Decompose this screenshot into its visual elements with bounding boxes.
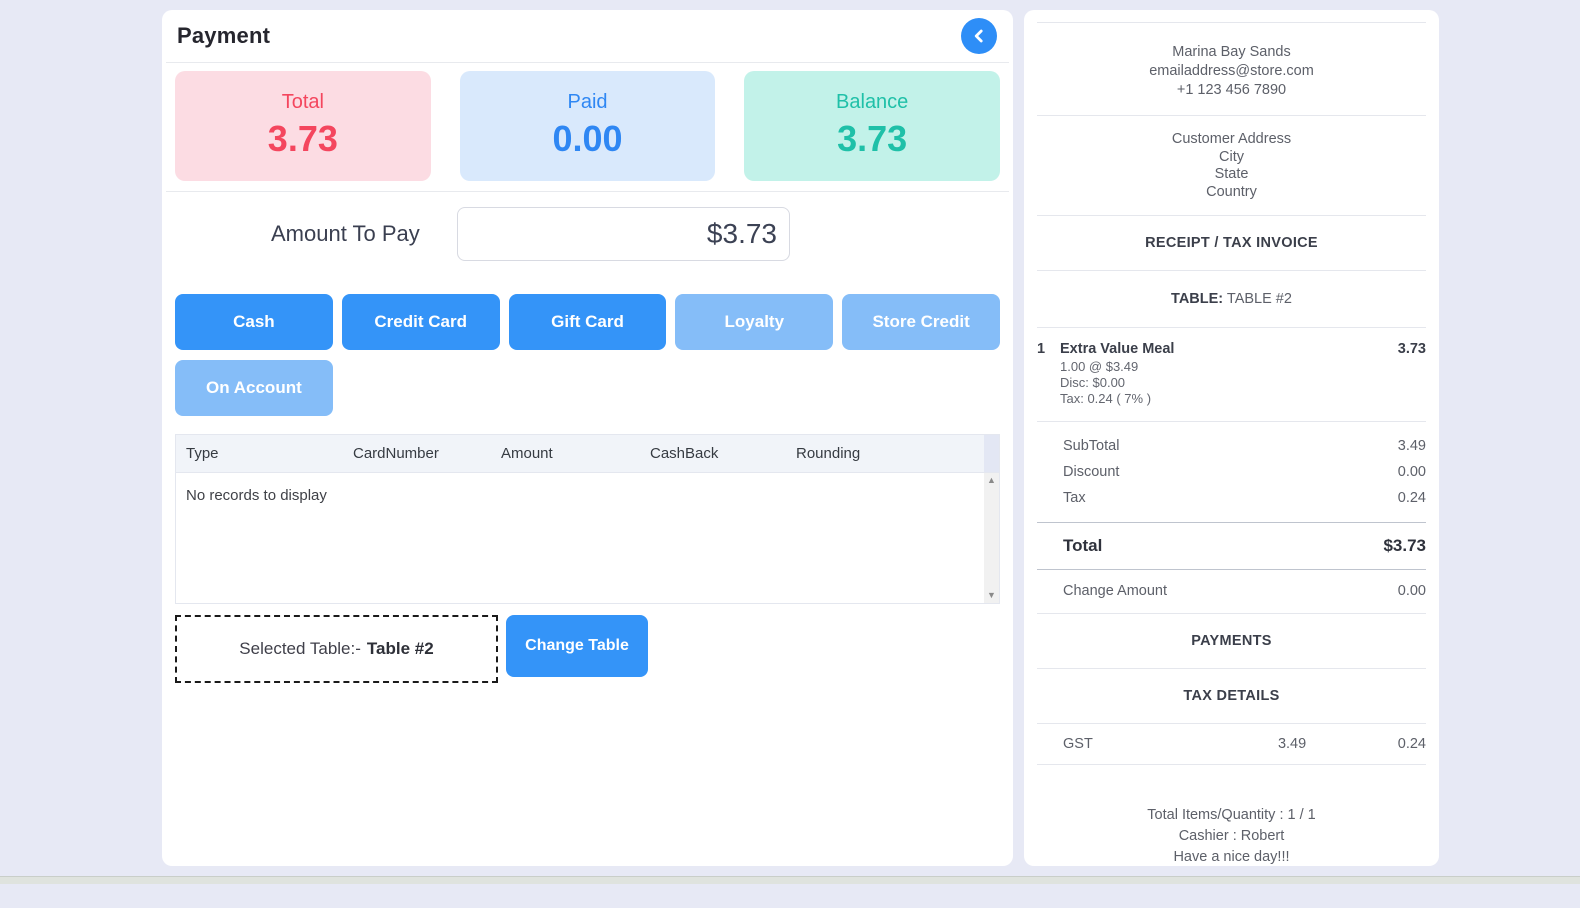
page-title: Payment bbox=[177, 23, 271, 48]
footer-items-quantity: Total Items/Quantity : 1 / 1 bbox=[1147, 807, 1316, 823]
tax-label: Tax bbox=[1063, 490, 1086, 506]
discount-row: Discount 0.00 bbox=[1037, 459, 1426, 485]
empty-records-message: No records to display bbox=[186, 487, 327, 504]
tax-row: Tax 0.24 bbox=[1037, 485, 1426, 511]
tax-details-header: TAX DETAILS bbox=[1037, 669, 1426, 724]
receipt-title: RECEIPT / TAX INVOICE bbox=[1037, 216, 1426, 271]
column-header-type: Type bbox=[186, 445, 219, 462]
change-amount-section: Change Amount 0.00 bbox=[1037, 570, 1426, 614]
column-header-cashback: CashBack bbox=[650, 445, 719, 462]
item-name: Extra Value Meal bbox=[1060, 341, 1175, 357]
column-header-amount: Amount bbox=[501, 445, 553, 462]
paid-card-label: Paid bbox=[567, 91, 608, 113]
customer-address: Customer Address bbox=[1171, 131, 1292, 147]
amount-to-pay-label: Amount To Pay bbox=[271, 221, 420, 246]
amount-to-pay-row: Amount To Pay bbox=[162, 207, 1013, 261]
payment-method-store-credit[interactable]: Store Credit bbox=[842, 294, 1000, 350]
customer-country: Country bbox=[1206, 183, 1257, 200]
total-value: $3.73 bbox=[1383, 536, 1426, 555]
receipt-panel: Marina Bay Sands emailaddress@store.com … bbox=[1024, 10, 1439, 866]
column-header-rounding: Rounding bbox=[796, 445, 861, 462]
table-selection-row: Selected Table:- Table #2 Change Table bbox=[175, 615, 1000, 683]
header-divider bbox=[166, 62, 1009, 63]
grid-vertical-scrollbar[interactable]: ▲ ▼ bbox=[984, 473, 999, 603]
balance-card-value: 3.73 bbox=[837, 118, 908, 159]
item-tax: Tax: 0.24 ( 7% ) bbox=[1060, 391, 1152, 406]
total-card: Total 3.73 bbox=[175, 71, 431, 181]
total-section: Total $3.73 bbox=[1037, 522, 1426, 570]
item-amount: 3.73 bbox=[1397, 341, 1426, 357]
grid-body: No records to display ▲ ▼ bbox=[176, 473, 999, 603]
grid-header-scroll-spacer bbox=[984, 435, 999, 472]
subtotal-label: SubTotal bbox=[1063, 438, 1120, 454]
paid-card-value: 0.00 bbox=[552, 118, 623, 159]
gst-base-amount: 3.49 bbox=[1277, 736, 1307, 752]
total-label: Total bbox=[1063, 536, 1103, 555]
tax-value: 0.24 bbox=[1397, 490, 1426, 506]
subtotal-row: SubTotal 3.49 bbox=[1037, 433, 1426, 459]
gst-tax-amount: 0.24 bbox=[1397, 736, 1426, 752]
payment-panel: Payment Total 3.73 Paid 0.00 Balance 3.7… bbox=[162, 10, 1013, 866]
balance-card-label: Balance bbox=[836, 91, 909, 113]
receipt-table-label: TABLE: bbox=[1171, 291, 1224, 307]
payments-header: PAYMENTS bbox=[1037, 614, 1426, 669]
item-discount: Disc: $0.00 bbox=[1060, 375, 1126, 390]
total-row: Total $3.73 bbox=[1037, 536, 1426, 556]
column-header-cardnumber: CardNumber bbox=[353, 445, 439, 462]
store-name: Marina Bay Sands bbox=[1172, 44, 1291, 60]
customer-city: City bbox=[1219, 148, 1244, 165]
total-card-label: Total bbox=[281, 91, 324, 113]
payment-method-gift-card[interactable]: Gift Card bbox=[508, 294, 667, 350]
selected-table-value: Table #2 bbox=[366, 639, 434, 658]
back-button[interactable] bbox=[961, 18, 997, 54]
paid-card: Paid 0.00 bbox=[459, 71, 716, 181]
gst-row: GST 3.49 0.24 bbox=[1037, 735, 1426, 753]
item-qty-price: 1.00 @ $3.49 bbox=[1060, 359, 1139, 374]
totals-section: SubTotal 3.49 Discount 0.00 Tax 0.24 bbox=[1037, 422, 1426, 522]
customer-info-section: Customer Address City State Country bbox=[1037, 116, 1426, 216]
footer-cashier: Cashier : Robert bbox=[1178, 828, 1285, 844]
gst-name: GST bbox=[1063, 736, 1093, 752]
receipt-table-line: TABLE: TABLE #2 bbox=[1037, 271, 1426, 328]
summary-cards: Total 3.73 Paid 0.00 Balance 3.73 bbox=[162, 63, 1013, 181]
footer-greeting: Have a nice day!!! bbox=[1173, 849, 1290, 865]
discount-label: Discount bbox=[1063, 464, 1120, 480]
receipt-item: 1 Extra Value Meal 3.73 1.00 @ $3.49 Dis… bbox=[1037, 328, 1426, 422]
change-table-button[interactable]: Change Table bbox=[506, 615, 648, 677]
payment-records-grid: Type CardNumber Amount CashBack Rounding… bbox=[175, 434, 1000, 604]
selected-table-label: Selected Table:- bbox=[239, 639, 361, 658]
change-amount-row: Change Amount 0.00 bbox=[1037, 582, 1426, 601]
payment-method-loyalty[interactable]: Loyalty bbox=[675, 294, 834, 350]
gst-section: GST 3.49 0.24 bbox=[1037, 724, 1426, 765]
payment-method-on-account[interactable]: On Account bbox=[175, 360, 333, 416]
store-info-section: Marina Bay Sands emailaddress@store.com … bbox=[1037, 22, 1426, 116]
scroll-down-icon[interactable]: ▼ bbox=[987, 590, 996, 600]
change-amount-value: 0.00 bbox=[1397, 583, 1426, 599]
payment-method-buttons: Cash Credit Card Gift Card Loyalty Store… bbox=[162, 261, 1013, 416]
store-phone: +1 123 456 7890 bbox=[1176, 82, 1287, 98]
payment-header: Payment bbox=[162, 10, 1013, 62]
chevron-left-icon bbox=[974, 29, 983, 43]
selected-table-box: Selected Table:- Table #2 bbox=[175, 615, 498, 683]
item-index: 1 bbox=[1037, 341, 1046, 357]
receipt-item-header: 1 Extra Value Meal 3.73 bbox=[1037, 340, 1426, 359]
discount-value: 0.00 bbox=[1397, 464, 1426, 480]
receipt-table-value: TABLE #2 bbox=[1226, 291, 1292, 307]
horizontal-scrollbar[interactable] bbox=[0, 876, 1580, 884]
subtotal-value: 3.49 bbox=[1397, 438, 1426, 454]
change-amount-label: Change Amount bbox=[1063, 583, 1167, 599]
grid-header: Type CardNumber Amount CashBack Rounding bbox=[176, 435, 999, 473]
payment-method-cash[interactable]: Cash bbox=[175, 294, 333, 350]
receipt-footer: Total Items/Quantity : 1 / 1 Cashier : R… bbox=[1037, 765, 1426, 908]
store-email: emailaddress@store.com bbox=[1149, 63, 1314, 79]
customer-state: State bbox=[1214, 166, 1249, 182]
scroll-up-icon[interactable]: ▲ bbox=[987, 475, 996, 485]
balance-card: Balance 3.73 bbox=[744, 71, 1001, 181]
cards-divider bbox=[166, 191, 1009, 192]
payment-method-credit-card[interactable]: Credit Card bbox=[341, 294, 500, 350]
total-card-value: 3.73 bbox=[267, 118, 338, 159]
amount-to-pay-input[interactable] bbox=[457, 207, 790, 261]
